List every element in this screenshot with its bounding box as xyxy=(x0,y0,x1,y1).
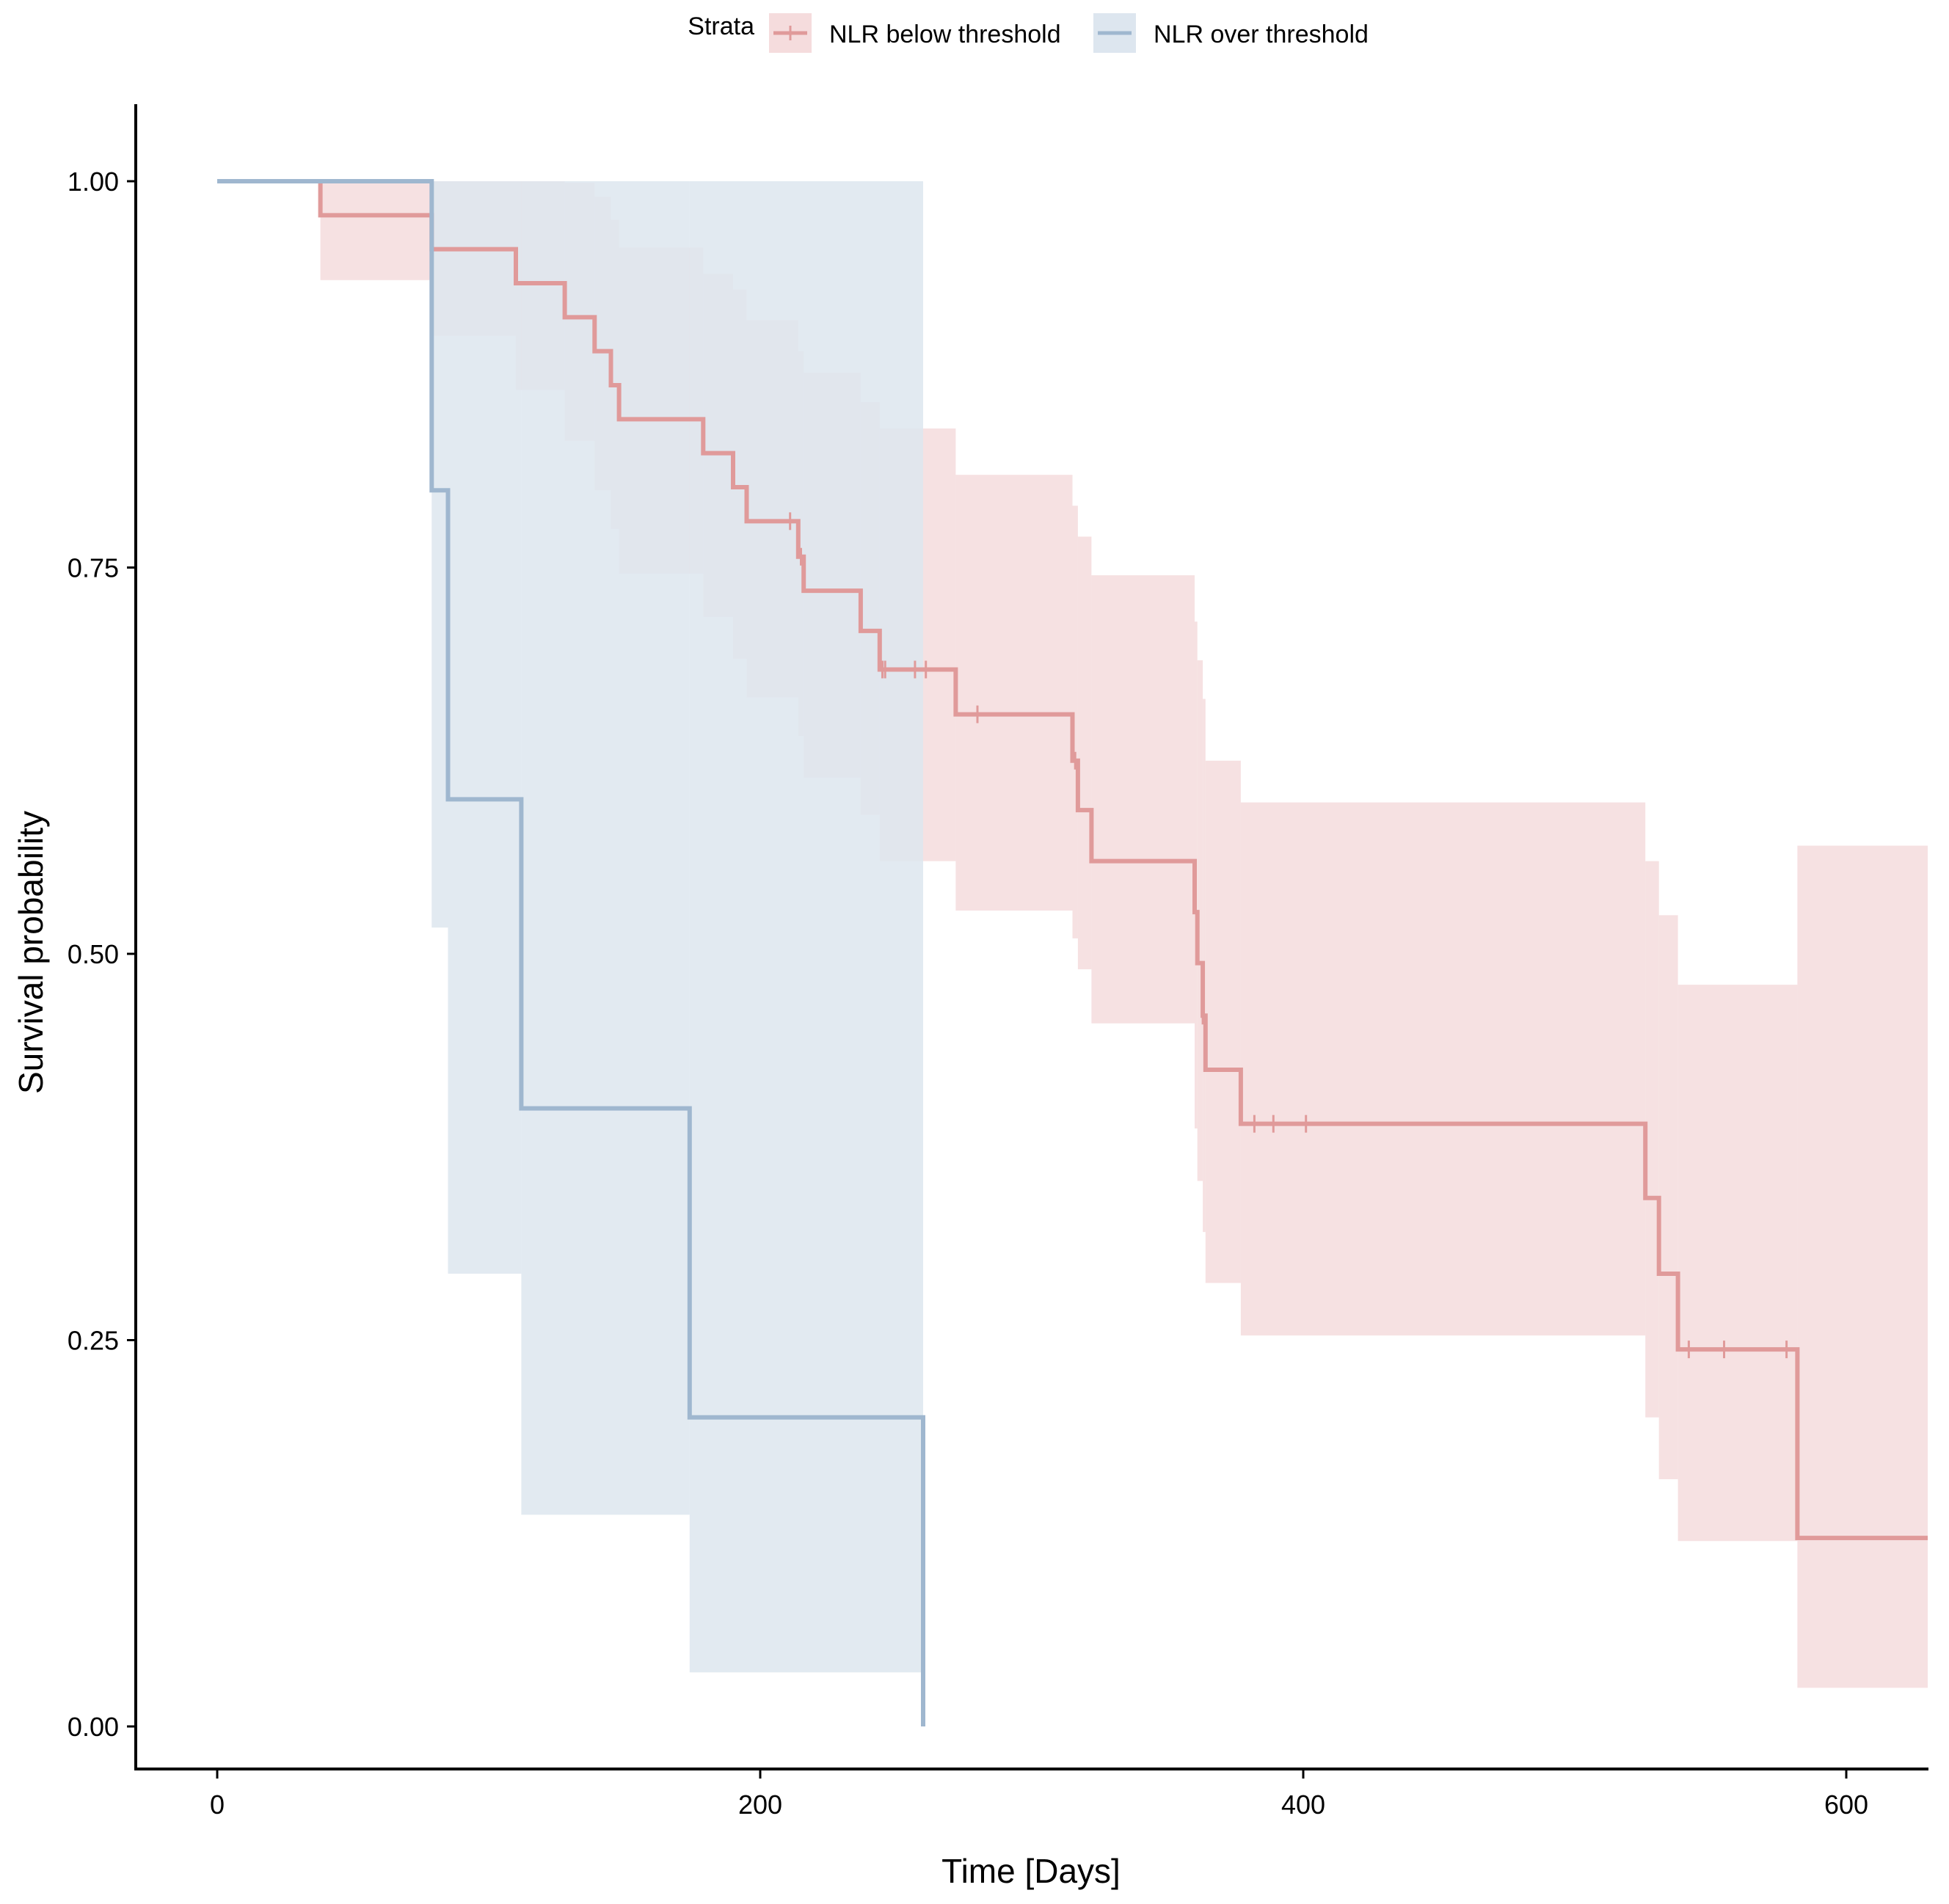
ci-band-s0-26 xyxy=(1677,985,1798,1542)
x-tick-label: 200 xyxy=(738,1790,782,1820)
x-tick-label: 400 xyxy=(1281,1790,1325,1820)
y-tick-label: 0.25 xyxy=(68,1326,119,1356)
survival-curves xyxy=(217,179,1928,1726)
ci-band-s0-1 xyxy=(320,181,432,280)
legend-label-over: NLR over threshold xyxy=(1154,21,1369,48)
y-tick-label: 0.75 xyxy=(68,553,119,583)
x-tick-label: 0 xyxy=(210,1790,225,1820)
y-ticks: 0.00 0.25 0.50 0.75 1.00 xyxy=(68,167,136,1742)
ci-band-s0-22 xyxy=(1205,760,1241,1283)
x-axis-title: Time [Days] xyxy=(941,1852,1121,1890)
confidence-bands xyxy=(320,181,1928,1688)
ci-band-s0-27 xyxy=(1797,845,1928,1688)
ci-band-s0-23 xyxy=(1240,802,1646,1336)
ci-band-s1-3 xyxy=(521,181,690,1515)
curve-nlr-over xyxy=(217,179,925,1726)
x-tick-label: 600 xyxy=(1824,1790,1868,1820)
curve-nlr-below xyxy=(217,179,1928,1541)
legend-label-below: NLR below threshold xyxy=(829,21,1061,48)
y-tick-label: 0.00 xyxy=(68,1712,119,1742)
ci-band-s1-1 xyxy=(431,181,448,928)
x-ticks: 0 200 400 600 xyxy=(210,1769,1868,1820)
ci-band-s0-15 xyxy=(955,475,1073,911)
ci-band-s0-18 xyxy=(1091,575,1195,1024)
ci-band-s0-16 xyxy=(1072,506,1078,938)
ci-band-s0-17 xyxy=(1077,536,1092,970)
ci-band-s1-2 xyxy=(448,181,522,1274)
ci-band-s0-24 xyxy=(1645,861,1659,1418)
y-tick-label: 0.50 xyxy=(68,939,119,969)
ci-band-s1-4 xyxy=(689,181,923,1673)
ci-band-s0-20 xyxy=(1197,660,1203,1181)
y-axis-title: Survival probability xyxy=(12,811,50,1094)
y-tick-label: 1.00 xyxy=(68,167,119,197)
legend-title: Strata xyxy=(688,12,754,40)
ci-band-s0-25 xyxy=(1658,915,1678,1480)
censor-marks xyxy=(789,512,1788,1359)
legend: Strata NLR below threshold NLR over thre… xyxy=(688,12,1369,53)
